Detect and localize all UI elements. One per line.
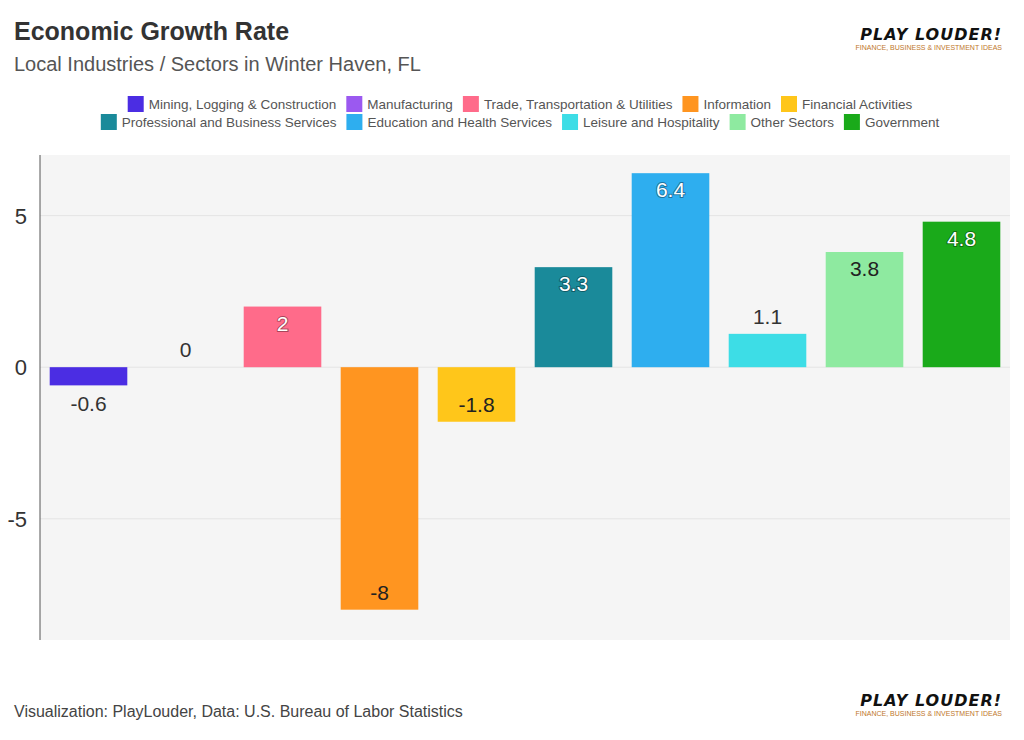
data-label: 4.8 bbox=[947, 227, 976, 250]
legend: Mining, Logging & Construction Manufactur… bbox=[101, 96, 940, 130]
legend-item: Education and Health Services bbox=[346, 114, 552, 130]
y-tick-label: -5 bbox=[7, 507, 27, 532]
data-label: -0.6 bbox=[70, 392, 106, 415]
grid-line bbox=[40, 518, 1010, 519]
logo-bottom: PLAY LOUDER!FINANCE, BUSINESS & INVESTME… bbox=[855, 691, 1002, 717]
legend-label: Information bbox=[703, 97, 771, 112]
bar bbox=[244, 307, 322, 368]
legend-swatch bbox=[128, 96, 144, 112]
legend-label: Government bbox=[865, 115, 940, 130]
y-tick-label: 5 bbox=[15, 204, 27, 229]
legend-item: Other Sectors bbox=[730, 114, 835, 130]
data-label: -1.8 bbox=[458, 393, 494, 416]
y-axis-line bbox=[40, 155, 41, 640]
legend-item: Financial Activities bbox=[781, 96, 913, 112]
legend-item: Mining, Logging & Construction bbox=[128, 96, 337, 112]
legend-item: Manufacturing bbox=[346, 96, 453, 112]
logo-tagline: FINANCE, BUSINESS & INVESTMENT IDEAS bbox=[855, 44, 1002, 51]
legend-label: Professional and Business Services bbox=[122, 115, 337, 130]
plot-background bbox=[40, 155, 1010, 640]
bar bbox=[826, 252, 904, 367]
data-label: 3.3 bbox=[559, 272, 588, 295]
bar bbox=[147, 367, 225, 368]
data-labels: -0.6 0 2 -8 -1.8 3.3 6.4 1.1 3.8 4.8 bbox=[70, 178, 976, 604]
legend-label: Trade, Transportation & Utilities bbox=[484, 97, 673, 112]
legend-label: Financial Activities bbox=[802, 97, 913, 112]
legend-swatch bbox=[463, 96, 479, 112]
logo-top: PLAY LOUDER!FINANCE, BUSINESS & INVESTME… bbox=[855, 25, 1002, 51]
bar bbox=[341, 367, 419, 610]
bar bbox=[535, 267, 613, 367]
subtitle: Local Industries / Sectors in Winter Hav… bbox=[14, 53, 421, 75]
data-label: 1.1 bbox=[753, 305, 782, 328]
logo-tagline: FINANCE, BUSINESS & INVESTMENT IDEAS bbox=[855, 710, 1002, 717]
legend-swatch bbox=[346, 96, 362, 112]
bars bbox=[50, 173, 1001, 610]
bar bbox=[438, 367, 516, 422]
legend-item: Information bbox=[682, 96, 771, 112]
y-tick-label: 0 bbox=[15, 355, 27, 380]
legend-swatch bbox=[730, 114, 746, 130]
data-label: 0 bbox=[180, 338, 192, 361]
source: Visualization: PlayLouder, Data: U.S. Bu… bbox=[14, 703, 463, 720]
legend-label: Leisure and Hospitality bbox=[583, 115, 720, 130]
title: Economic Growth Rate bbox=[14, 17, 289, 45]
legend-swatch bbox=[562, 114, 578, 130]
grid-line bbox=[40, 215, 1010, 216]
chart: Economic Growth Rate Local Industries / S… bbox=[0, 0, 1024, 740]
data-label: 3.8 bbox=[850, 257, 879, 280]
bar bbox=[729, 334, 807, 367]
bar bbox=[923, 222, 1001, 368]
legend-swatch bbox=[682, 96, 698, 112]
legend-label: Education and Health Services bbox=[367, 115, 552, 130]
legend-item: Trade, Transportation & Utilities bbox=[463, 96, 673, 112]
logo-text: PLAY LOUDER! bbox=[860, 25, 1002, 44]
bar bbox=[50, 367, 128, 385]
legend-item: Leisure and Hospitality bbox=[562, 114, 720, 130]
logo-text: PLAY LOUDER! bbox=[860, 691, 1002, 710]
bar bbox=[632, 173, 710, 367]
legend-label: Mining, Logging & Construction bbox=[149, 97, 337, 112]
legend-swatch bbox=[781, 96, 797, 112]
legend-label: Manufacturing bbox=[367, 97, 453, 112]
legend-swatch bbox=[844, 114, 860, 130]
legend-swatch bbox=[101, 114, 117, 130]
data-label: 6.4 bbox=[656, 178, 686, 201]
legend-label: Other Sectors bbox=[751, 115, 835, 130]
data-label: 2 bbox=[277, 312, 289, 335]
legend-item: Government bbox=[844, 114, 940, 130]
data-label: -8 bbox=[370, 581, 389, 604]
legend-swatch bbox=[346, 114, 362, 130]
legend-item: Professional and Business Services bbox=[101, 114, 337, 130]
